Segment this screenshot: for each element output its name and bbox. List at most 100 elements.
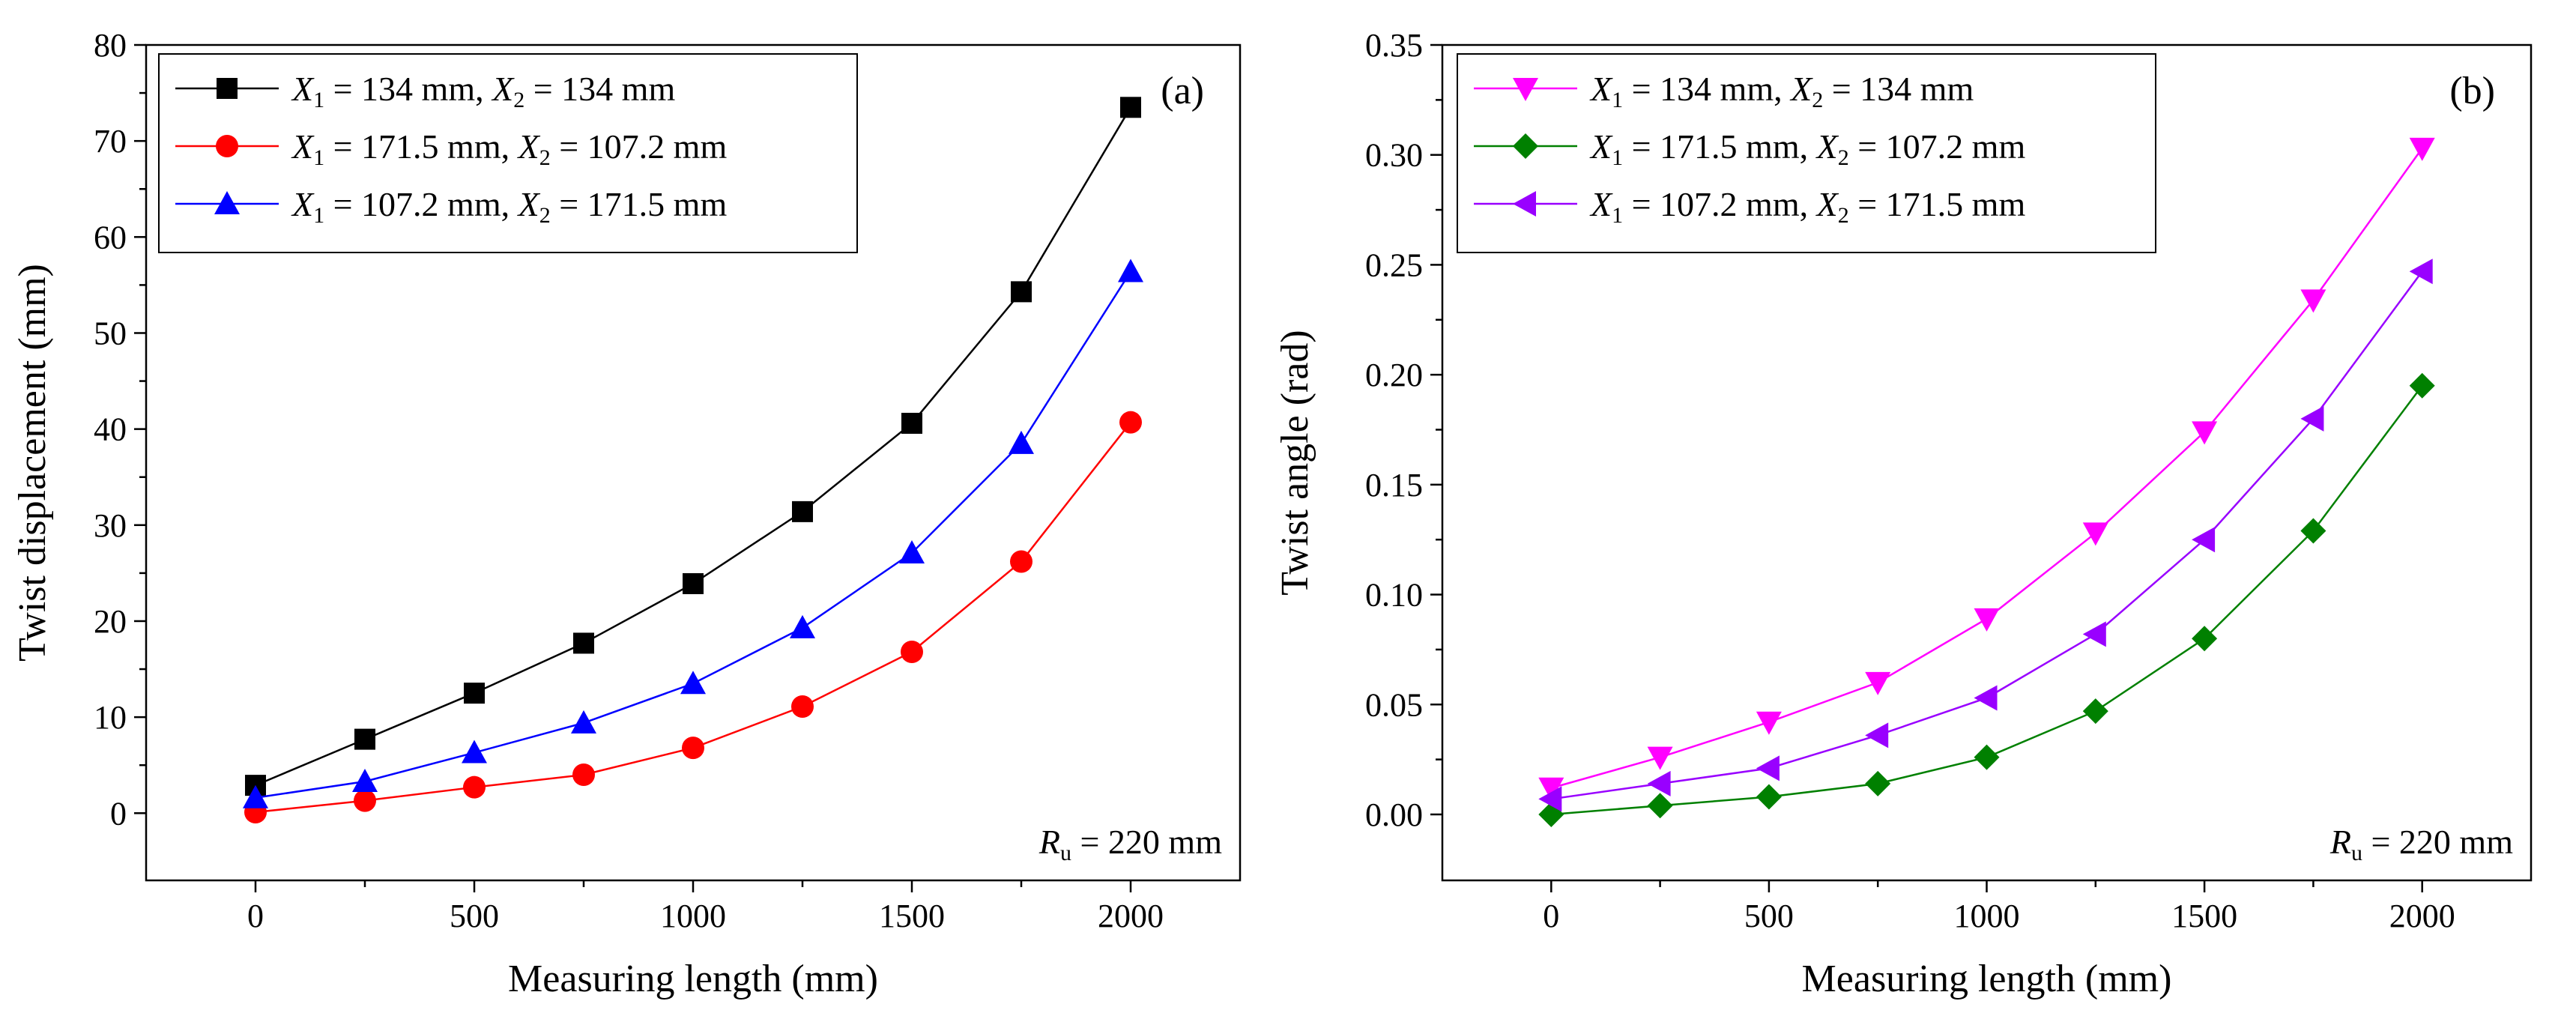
data-point — [680, 671, 706, 695]
data-point — [791, 695, 814, 719]
x-tick-label: 1500 — [879, 898, 945, 934]
data-point — [243, 784, 268, 808]
legend: X1 = 134 mm, X2 = 134 mm X1 = 171.5 mm, X… — [1457, 53, 2156, 253]
data-point — [1647, 770, 1671, 796]
data-point — [1865, 770, 1891, 796]
legend-label: X1 = 134 mm, X2 = 134 mm — [291, 70, 675, 112]
x-axis-title: Measuring length (mm) — [508, 958, 878, 1000]
series-1 — [1538, 372, 2435, 827]
data-point — [1865, 722, 1889, 749]
legend-marker — [214, 191, 240, 214]
data-point — [1974, 685, 1998, 711]
data-point — [1974, 744, 2000, 770]
series-0 — [1538, 137, 2435, 801]
data-point — [1538, 786, 1562, 812]
y-tick-label: 20 — [94, 603, 127, 640]
x-tick-label: 1000 — [1954, 898, 2020, 934]
legend-label: X1 = 171.5 mm, X2 = 107.2 mm — [1589, 127, 2025, 170]
y-tick-label: 0.30 — [1365, 137, 1423, 174]
y-axis-title: Twist angle (rad) — [1274, 330, 1316, 595]
chart-b: 0 500 1000 1500 2000 0.00 0.05 0.10 0.15 0.20 0.25… — [1274, 27, 2533, 1000]
data-point — [2300, 289, 2326, 313]
x-tick-label: 2000 — [1098, 898, 1164, 934]
data-point — [2192, 626, 2218, 652]
panel-label: (a) — [1161, 70, 1204, 112]
data-point — [682, 737, 704, 760]
y-tick-label: 0.00 — [1365, 796, 1423, 833]
data-point — [1756, 711, 1782, 735]
data-point — [2300, 405, 2324, 432]
legend-marker — [217, 78, 238, 99]
y-tick-label: 0.05 — [1365, 686, 1423, 723]
legend-entry: X1 = 107.2 mm, X2 = 171.5 mm — [175, 185, 727, 228]
x-tick-label: 2000 — [2389, 898, 2455, 934]
data-point — [901, 412, 922, 434]
legend-entry: X1 = 134 mm, X2 = 134 mm — [175, 70, 675, 112]
data-point — [2192, 421, 2218, 445]
data-point — [1118, 258, 1143, 282]
x-tick-label: 500 — [450, 898, 499, 934]
data-point — [1647, 793, 1673, 819]
series-line — [1551, 270, 2423, 800]
x-tick-label: 0 — [247, 898, 264, 934]
data-point — [1865, 671, 1891, 695]
data-point — [899, 539, 925, 563]
y-tick-label: 80 — [94, 27, 127, 64]
legend-entry: X1 = 171.5 mm, X2 = 107.2 mm — [1474, 127, 2025, 170]
data-point — [1538, 777, 1564, 801]
data-point — [354, 728, 375, 750]
y-tick-label: 0 — [110, 795, 127, 832]
y-tick-label: 60 — [94, 219, 127, 255]
y-tick-label: 10 — [94, 699, 127, 736]
data-point — [1756, 784, 1782, 810]
series-line — [255, 270, 1132, 799]
x-tick-label: 0 — [1543, 898, 1559, 934]
data-point — [1011, 281, 1032, 303]
x-axis-title: Measuring length (mm) — [1802, 958, 2172, 1000]
y-tick-label: 0.35 — [1365, 27, 1423, 64]
data-point — [1119, 411, 1142, 434]
legend-label: X1 = 107.2 mm, X2 = 171.5 mm — [1589, 185, 2025, 228]
panel-label: (b) — [2449, 70, 2495, 112]
data-point — [571, 710, 596, 734]
legend-marker — [1513, 133, 1538, 159]
data-point — [2192, 527, 2216, 553]
radius-annotation: Ru = 220 mm — [2329, 823, 2513, 865]
legend-entry: X1 = 171.5 mm, X2 = 107.2 mm — [175, 127, 727, 170]
data-point — [573, 632, 594, 654]
series-2 — [1538, 258, 2433, 812]
data-point — [1120, 97, 1141, 118]
y-tick-label: 0.10 — [1365, 577, 1423, 614]
data-point — [790, 614, 815, 638]
series-1 — [244, 411, 1142, 824]
data-point — [463, 775, 486, 799]
data-point — [462, 740, 487, 764]
data-point — [2409, 372, 2435, 399]
data-point — [1647, 746, 1673, 770]
data-point — [2300, 518, 2326, 544]
y-tick-label: 0.25 — [1365, 247, 1423, 283]
legend: X1 = 134 mm, X2 = 134 mm X1 = 171.5 mm, X… — [158, 53, 858, 253]
legend-entry: X1 = 107.2 mm, X2 = 171.5 mm — [1474, 185, 2025, 228]
y-tick-label: 30 — [94, 507, 127, 544]
y-tick-label: 0.15 — [1365, 467, 1423, 504]
legend-label: X1 = 107.2 mm, X2 = 171.5 mm — [291, 185, 727, 228]
y-tick-label: 50 — [94, 315, 127, 351]
series-2 — [243, 258, 1143, 808]
y-axis-title: Twist displacement (mm) — [11, 264, 54, 662]
data-point — [464, 683, 485, 704]
data-point — [901, 640, 923, 663]
y-tick-label: 40 — [94, 411, 127, 448]
data-point — [792, 501, 813, 522]
data-point — [1756, 755, 1780, 781]
legend-marker — [1513, 191, 1536, 217]
x-tick-label: 1500 — [2171, 898, 2237, 934]
data-point — [572, 764, 595, 787]
y-tick-label: 0.20 — [1365, 357, 1423, 393]
data-point — [2082, 522, 2108, 546]
data-point — [2409, 258, 2433, 285]
y-tick-label: 70 — [94, 123, 127, 160]
data-point — [1974, 608, 2000, 632]
radius-annotation: Ru = 220 mm — [1038, 823, 1222, 865]
data-point — [1010, 550, 1032, 573]
